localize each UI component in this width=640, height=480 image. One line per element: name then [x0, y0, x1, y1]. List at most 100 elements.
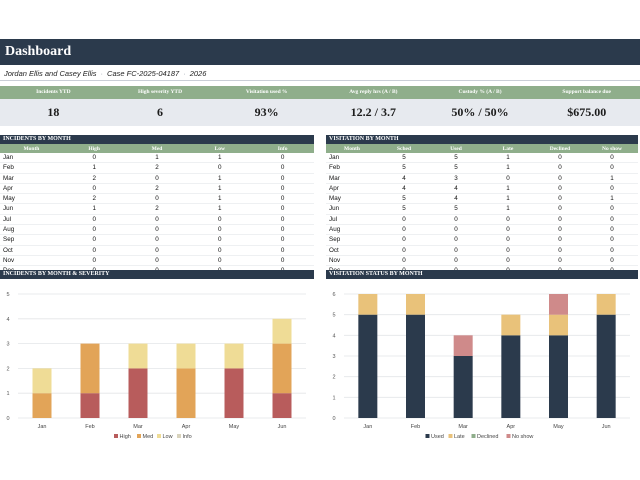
y-tick-label: 3	[332, 354, 335, 360]
bar-segment-med	[272, 343, 292, 394]
incidents-chart-title: INCIDENTS BY MONTH & SEVERITY	[0, 270, 314, 279]
parties-text: Jordan Ellis and Casey Ellis	[4, 69, 97, 78]
legend-label: High	[120, 434, 131, 440]
table-cell: 5	[430, 153, 482, 164]
y-tick-label: 5	[6, 292, 9, 298]
table-cell: 0	[378, 255, 430, 267]
table-cell: 3	[430, 173, 482, 184]
table-cell: 0	[125, 214, 189, 226]
x-tick-label: Feb	[411, 424, 420, 430]
legend-label: Med	[143, 434, 154, 440]
table-cell: 0	[586, 162, 638, 174]
table-row: May 5 4 1 0 1	[326, 193, 638, 205]
table-cell: 5	[378, 162, 430, 174]
legend-swatch	[471, 434, 476, 438]
y-tick-label: 5	[332, 313, 335, 319]
table-cell: 0	[430, 234, 482, 246]
incidents-col-low: Low	[188, 144, 252, 153]
table-cell: 0	[534, 214, 586, 226]
table-cell: 0	[430, 214, 482, 226]
legend-swatch	[425, 434, 430, 438]
case-number: Case FC-2025-04187	[107, 69, 180, 78]
table-row: Oct 0 0 0 0	[0, 245, 314, 256]
table-cell: 1	[62, 162, 126, 174]
table-row: Aug 0 0 0 0	[0, 224, 314, 236]
bar-segment-late	[549, 314, 568, 336]
table-cell: Apr	[0, 183, 63, 195]
table-cell: 1	[586, 173, 638, 184]
table-cell: 0	[62, 234, 126, 246]
table-cell: 1	[188, 153, 252, 164]
visitation-col-no-show: No show	[586, 144, 638, 153]
table-cell: Jun	[0, 203, 63, 215]
kpi-value-high-severity: 6	[157, 105, 163, 119]
table-cell: 5	[430, 203, 482, 215]
table-cell: 4	[430, 183, 482, 195]
kpi-value-reply-hours: 12.2 / 3.7	[350, 105, 397, 119]
table-cell: Jan	[326, 153, 378, 164]
table-row: Mar 4 3 0 0 1	[326, 173, 638, 184]
table-cell: 0	[586, 255, 638, 267]
table-cell: 0	[482, 245, 534, 256]
table-cell: 5	[378, 193, 430, 205]
table-cell: 0	[430, 245, 482, 256]
table-cell: 0	[62, 153, 126, 164]
bar-segment-high	[128, 368, 148, 418]
table-cell: 0	[378, 224, 430, 236]
table-cell: 0	[188, 234, 252, 246]
kpi-value-row: 18 6 93% 12.2 / 3.7 50% / 50% $675.00	[0, 99, 640, 126]
visitation-status-chart: 0 1 2 3 4 5 6 Jan Feb Mar Apr May Jun Used Late Decline…	[332, 292, 630, 440]
table-cell: 4	[430, 193, 482, 205]
y-tick-label: 1	[6, 391, 9, 397]
table-cell: 0	[534, 203, 586, 215]
table-cell: 0	[62, 255, 126, 267]
legend-label: No show	[512, 434, 533, 440]
table-cell: 1	[188, 203, 252, 215]
visitation-col-late: Late	[482, 144, 534, 153]
table-cell: Jan	[0, 153, 63, 164]
table-cell: 1	[482, 183, 534, 195]
table-cell: 5	[378, 153, 430, 164]
bar-segment-low	[224, 343, 244, 369]
bar-segment-low	[272, 318, 292, 344]
table-cell: Mar	[0, 173, 63, 184]
y-tick-label: 6	[332, 292, 335, 298]
kpi-value-visitation: 93%	[254, 105, 279, 119]
bar-segment-no-show	[549, 294, 568, 315]
incidents-severity-chart: 0 1 2 3 4 5 Jan Feb Mar Apr May Jun High Med Low Info	[6, 292, 306, 440]
legend-label: Info	[183, 434, 192, 440]
x-tick-label: Apr	[507, 424, 516, 430]
table-cell: 1	[482, 162, 534, 174]
bar-segment-late	[596, 294, 616, 315]
table-row: Jul 0 0 0 0	[0, 214, 314, 226]
y-tick-label: 1	[332, 395, 335, 401]
kpi-band: Incidents YTD High severity YTD Visitati…	[0, 86, 640, 126]
table-cell: May	[326, 193, 378, 205]
y-tick-label: 4	[332, 333, 335, 339]
bar-segment-used	[358, 314, 378, 418]
x-tick-label: Jun	[278, 424, 287, 430]
table-cell: 0	[125, 245, 189, 256]
table-cell: 0	[378, 214, 430, 226]
table-cell: 0	[534, 224, 586, 236]
table-cell: 2	[125, 183, 189, 195]
x-tick-label: May	[553, 424, 564, 430]
incidents-col-month: Month	[0, 144, 63, 153]
table-cell: 2	[62, 173, 126, 184]
table-row: Jan 5 5 1 0 0	[326, 153, 638, 164]
table-cell: 0	[482, 173, 534, 184]
table-cell: Aug	[326, 224, 378, 236]
bar-segment-low	[176, 343, 196, 369]
incidents-table: Month High Med Low Info Jan 0 1 1 0 Feb 1 2 0 0 Mar 2 0 1…	[0, 144, 314, 277]
kpi-value-support: $675.00	[567, 105, 607, 119]
incidents-table-title: INCIDENTS BY MONTH	[0, 135, 314, 144]
legend-label: Used	[431, 434, 444, 440]
legend-swatch	[157, 434, 161, 438]
table-cell: 0	[251, 255, 314, 267]
table-cell: 0	[188, 255, 252, 267]
table-cell: 1	[482, 193, 534, 205]
kpi-label-incidents: Incidents YTD	[36, 89, 71, 95]
table-cell: 0	[251, 173, 314, 184]
table-cell: 0	[586, 183, 638, 195]
table-row: Jan 0 1 1 0	[0, 153, 314, 164]
